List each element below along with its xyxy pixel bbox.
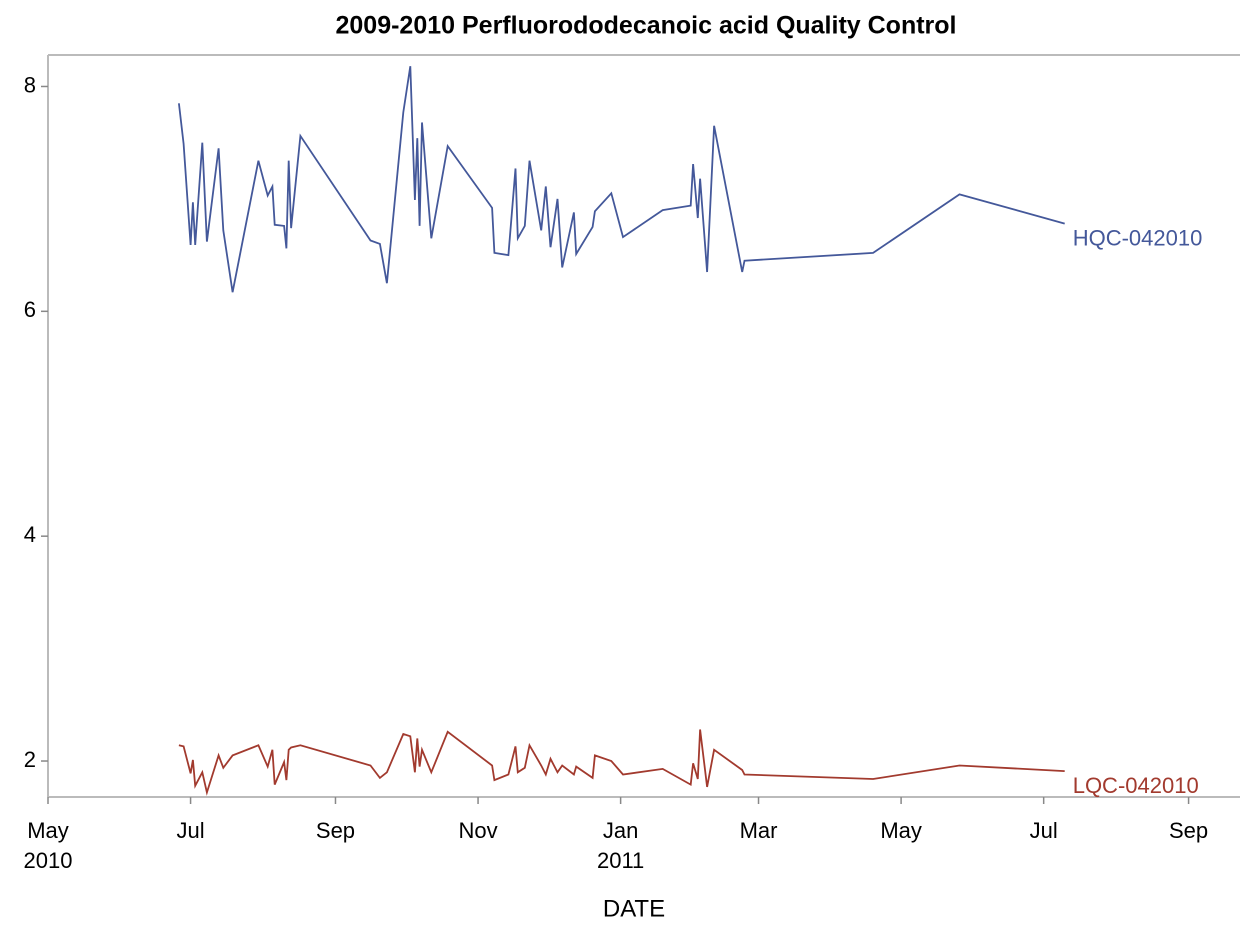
x-tick-label: Jul [177, 818, 205, 843]
chart-title: 2009-2010 Perfluorododecanoic acid Quali… [335, 12, 956, 40]
x-tick-label: Sep [316, 818, 355, 843]
x-tick-label: Nov [458, 818, 497, 843]
y-tick-label: 4 [24, 522, 36, 547]
data-line [178, 66, 1065, 293]
y-tick-label: 8 [24, 72, 36, 97]
series-label: HQC-042010 [1073, 225, 1203, 250]
y-tick-label: 2 [24, 747, 36, 772]
data-line [178, 729, 1065, 796]
x-tick-label: Mar [740, 818, 778, 843]
y-tick-label: 6 [24, 297, 36, 322]
x-tick-label: Jan 2011 [597, 818, 644, 873]
x-tick-label: May [880, 818, 922, 843]
x-tick-label: May 2010 [24, 818, 73, 873]
x-axis-label: DATE [603, 895, 665, 922]
series-label: LQC-042010 [1073, 773, 1199, 798]
x-tick-label: Sep [1169, 818, 1208, 843]
x-tick-label: Jul [1030, 818, 1058, 843]
